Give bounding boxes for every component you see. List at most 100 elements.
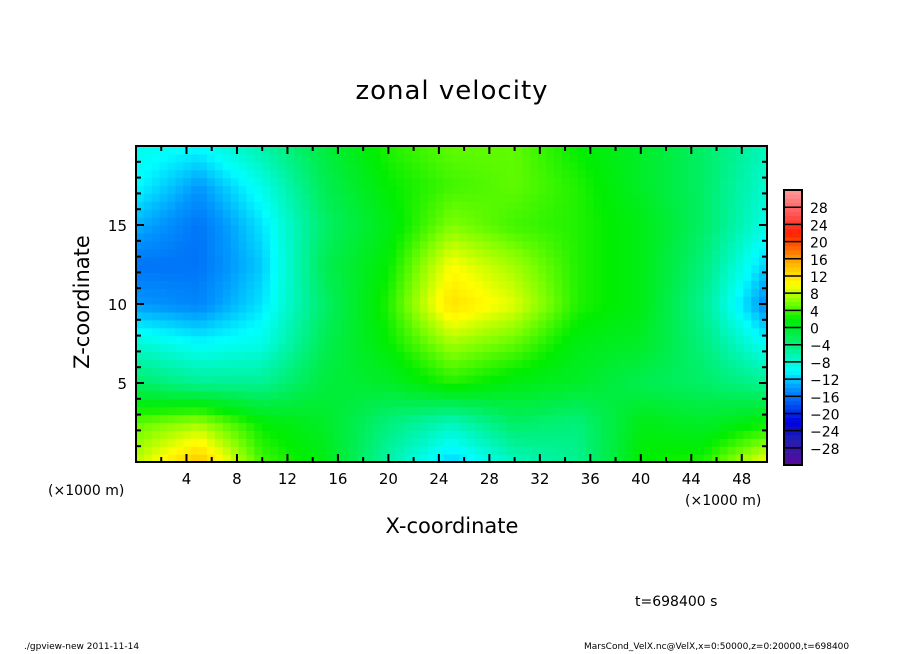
heatmap-cell bbox=[719, 193, 729, 202]
heatmap-cell bbox=[522, 177, 531, 187]
heatmap-cell bbox=[388, 311, 397, 321]
colorbar-swatch bbox=[784, 460, 802, 466]
heatmap-cell bbox=[309, 264, 319, 273]
heatmap-cell bbox=[277, 454, 287, 463]
heatmap-cell bbox=[325, 161, 334, 171]
heatmap-cell bbox=[522, 264, 531, 273]
heatmap-cell bbox=[530, 390, 539, 400]
heatmap-cell bbox=[585, 446, 595, 455]
heatmap-cell bbox=[341, 351, 350, 360]
heatmap-cell bbox=[711, 390, 721, 400]
heatmap-cell bbox=[530, 446, 539, 455]
heatmap-cell bbox=[388, 359, 397, 368]
heatmap-cell bbox=[617, 264, 626, 273]
heatmap-cell bbox=[348, 343, 358, 352]
heatmap-cell bbox=[419, 438, 429, 447]
heatmap-cell bbox=[569, 446, 579, 455]
heatmap-cell bbox=[538, 153, 547, 163]
heatmap-cell bbox=[230, 209, 240, 218]
heatmap-cell bbox=[585, 430, 595, 439]
heatmap-cell bbox=[333, 201, 342, 210]
heatmap-cell bbox=[183, 232, 192, 242]
heatmap-cell bbox=[743, 454, 752, 463]
heatmap-cell bbox=[459, 414, 468, 424]
heatmap-cell bbox=[727, 367, 737, 376]
heatmap-cell bbox=[680, 359, 689, 368]
heatmap-cell bbox=[151, 406, 161, 416]
heatmap-cell bbox=[632, 272, 642, 281]
heatmap-cell bbox=[585, 304, 595, 313]
heatmap-cell bbox=[703, 153, 713, 163]
heatmap-cell bbox=[167, 351, 177, 360]
heatmap-cell bbox=[435, 296, 445, 305]
heatmap-cell bbox=[317, 438, 326, 447]
heatmap-cell bbox=[262, 201, 271, 210]
colorbar-swatch bbox=[784, 284, 802, 290]
heatmap-cell bbox=[530, 351, 539, 360]
heatmap-cell bbox=[467, 446, 476, 455]
heatmap-cell bbox=[459, 217, 468, 226]
heatmap-cell bbox=[175, 169, 184, 179]
heatmap-cell bbox=[427, 438, 437, 447]
heatmap-cell bbox=[380, 280, 389, 289]
heatmap-cell bbox=[277, 335, 287, 345]
heatmap-cell bbox=[159, 311, 169, 321]
heatmap-cell bbox=[530, 319, 539, 329]
heatmap-cell bbox=[396, 375, 405, 384]
heatmap-cell bbox=[664, 264, 673, 273]
heatmap-cell bbox=[262, 272, 271, 281]
heatmap-cell bbox=[617, 185, 626, 194]
heatmap-cell bbox=[593, 375, 602, 384]
heatmap-cell bbox=[593, 311, 602, 321]
heatmap-cell bbox=[167, 161, 177, 171]
heatmap-cell bbox=[230, 430, 240, 439]
heatmap-cell bbox=[136, 272, 145, 281]
heatmap-cell bbox=[427, 375, 437, 384]
heatmap-cell bbox=[719, 359, 729, 368]
heatmap-cell bbox=[191, 406, 200, 416]
heatmap-cell bbox=[538, 248, 547, 258]
heatmap-cell bbox=[609, 304, 618, 313]
heatmap-cell bbox=[412, 398, 421, 408]
heatmap-cell bbox=[696, 319, 705, 329]
heatmap-cell bbox=[143, 311, 153, 321]
heatmap-cell bbox=[546, 311, 555, 321]
colorbar-swatch bbox=[784, 241, 802, 247]
heatmap-cell bbox=[167, 359, 177, 368]
heatmap-cell bbox=[183, 422, 192, 431]
heatmap-cell bbox=[238, 430, 248, 439]
heatmap-cell bbox=[617, 367, 626, 376]
heatmap-cell bbox=[601, 201, 610, 210]
heatmap-cell bbox=[561, 264, 571, 273]
heatmap-cell bbox=[159, 351, 169, 360]
heatmap-cell bbox=[333, 161, 342, 171]
heatmap-cell bbox=[601, 153, 610, 163]
heatmap-cell bbox=[159, 430, 169, 439]
heatmap-cell bbox=[427, 201, 437, 210]
heatmap-cell bbox=[325, 367, 334, 376]
heatmap-cell bbox=[514, 304, 524, 313]
heatmap-cell bbox=[546, 201, 555, 210]
heatmap-cell bbox=[467, 438, 476, 447]
heatmap-cell bbox=[380, 201, 389, 210]
heatmap-cell bbox=[277, 406, 287, 416]
heatmap-cell bbox=[159, 288, 169, 297]
colorbar-label: −16 bbox=[810, 390, 840, 406]
heatmap-cell bbox=[648, 367, 658, 376]
heatmap-cell bbox=[743, 240, 752, 250]
heatmap-cell bbox=[167, 406, 177, 416]
colorbar-swatch bbox=[784, 232, 802, 238]
heatmap-cell bbox=[546, 398, 555, 408]
heatmap-cell bbox=[262, 288, 271, 297]
heatmap-cell bbox=[309, 177, 319, 187]
heatmap-cell bbox=[585, 272, 595, 281]
heatmap-cell bbox=[341, 185, 350, 194]
heatmap-cell bbox=[672, 327, 681, 337]
heatmap-cell bbox=[554, 146, 563, 155]
heatmap-cell bbox=[404, 217, 413, 226]
heatmap-cell bbox=[388, 280, 397, 289]
heatmap-cell bbox=[625, 398, 634, 408]
heatmap-cell bbox=[443, 232, 453, 242]
heatmap-cell bbox=[696, 256, 705, 266]
heatmap-cell bbox=[356, 146, 366, 155]
